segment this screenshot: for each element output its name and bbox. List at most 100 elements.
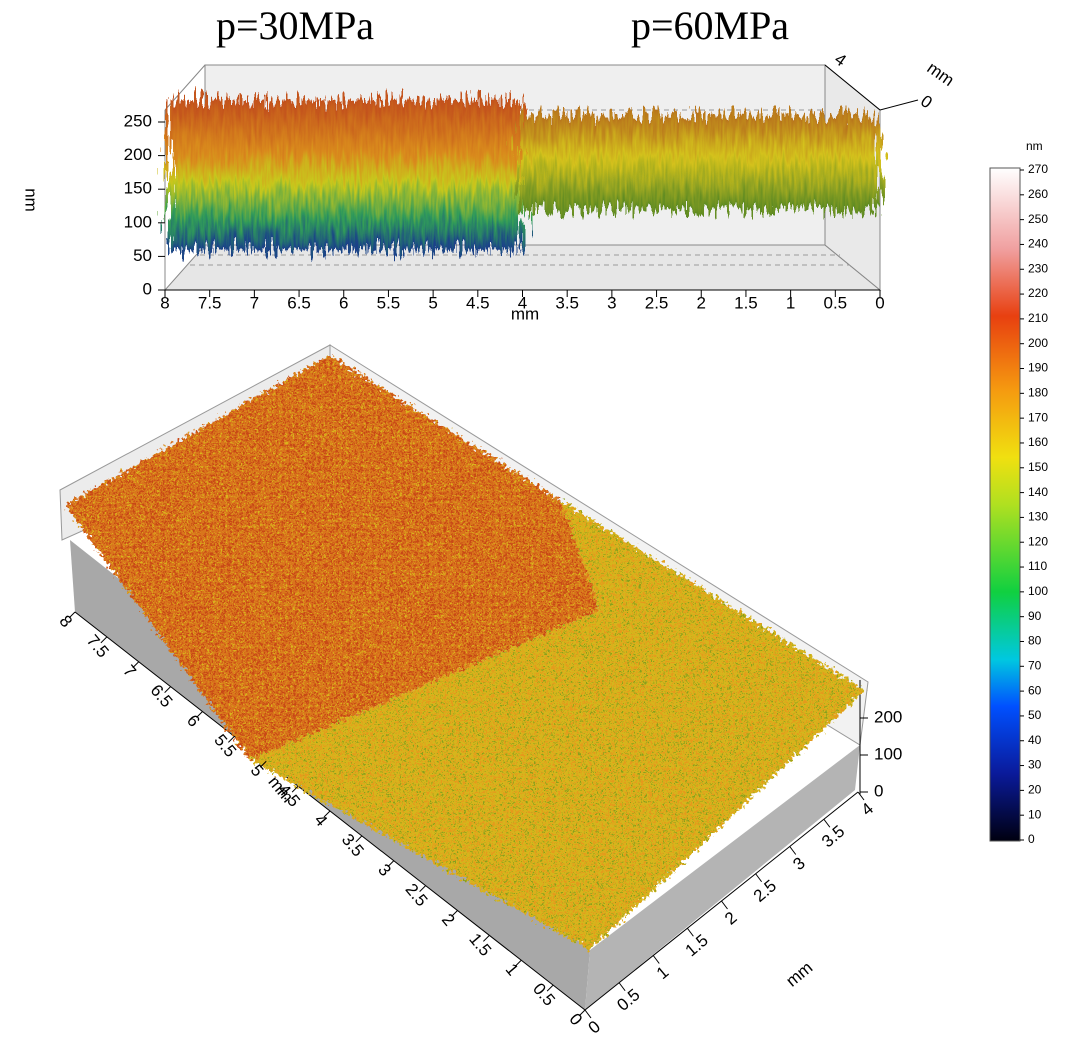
bottom-y-tick	[584, 1009, 592, 1019]
bottom-x-tick	[355, 835, 363, 843]
colorbar-label: 140	[1028, 485, 1048, 499]
top-y-label: 4	[831, 49, 850, 70]
top-z-label: nm	[22, 188, 41, 212]
colorbar-label: 150	[1028, 460, 1048, 474]
bottom-y-tick	[686, 927, 694, 937]
bottom-x-label: 5	[247, 761, 268, 780]
bottom-y-label: 0	[585, 1017, 604, 1038]
colorbar-label: 80	[1028, 634, 1042, 648]
top-x-label: 5	[428, 293, 437, 312]
top-x-label: 1.5	[734, 293, 758, 312]
bottom-y-label: mm	[782, 958, 816, 991]
top-x-label: 6.5	[287, 293, 311, 312]
bottom-x-tick	[291, 785, 299, 793]
colorbar-label: 170	[1028, 410, 1048, 424]
top-x-label: 3	[607, 293, 616, 312]
bottom-x-tick	[259, 760, 267, 768]
bottom-y-tick	[721, 900, 728, 910]
bottom-y-label: 1.5	[682, 931, 712, 961]
bottom-x-tick	[578, 1009, 586, 1017]
colorbar-label: 0	[1028, 832, 1035, 846]
colorbar-label: 240	[1028, 237, 1048, 251]
top-x-label: mm	[511, 304, 539, 323]
top-x-label: 7	[250, 293, 259, 312]
top-z-label: 250	[124, 111, 152, 130]
top-x-label: 4	[518, 293, 527, 312]
colorbar-label: 100	[1028, 584, 1048, 598]
bottom-x-tick	[451, 910, 458, 917]
top-y-label: 0	[917, 91, 936, 112]
top-z-label: 50	[133, 246, 152, 265]
bottom-x-tick	[228, 736, 235, 743]
colorbar-label: 70	[1028, 658, 1042, 672]
colorbar-label: 20	[1028, 783, 1042, 797]
bottom-z-label: 0	[874, 781, 883, 800]
bottom-y-tick	[652, 955, 660, 964]
bottom-x-tick	[323, 810, 331, 818]
top-x-label: 4.5	[466, 293, 490, 312]
top-x-label: 6	[339, 293, 348, 312]
bottom-y-label: 2.5	[750, 876, 780, 906]
colorbar-label: 10	[1028, 807, 1042, 821]
top-x-label: 5.5	[377, 293, 401, 312]
bottom-y-tick	[618, 982, 626, 992]
bottom-x-label: 2	[438, 910, 459, 929]
bottom-x-tick	[514, 959, 522, 967]
bottom-x-tick	[387, 860, 395, 868]
top-z-label: 200	[124, 145, 152, 164]
bottom-x-label: 7	[119, 661, 140, 680]
bottom-y-label: 4	[858, 799, 877, 820]
colorbar-label: 190	[1028, 361, 1048, 375]
colorbar-label: 130	[1028, 510, 1048, 524]
bottom-z-label: 100	[874, 744, 902, 763]
bottom-y-label: 3.5	[818, 822, 848, 852]
colorbar-label: 180	[1028, 386, 1048, 400]
bottom-x-tick	[546, 984, 554, 992]
colorbar-label: 210	[1028, 311, 1048, 325]
colorbar-label: 50	[1028, 708, 1042, 722]
bottom-x-tick	[419, 885, 426, 892]
colorbar-label: 260	[1028, 187, 1048, 201]
top-x-label: 8	[160, 293, 169, 312]
top-x-label: 2	[697, 293, 706, 312]
bottom-x-label: 4	[310, 811, 331, 830]
colorbar-label: 250	[1028, 212, 1048, 226]
top-x-label: 7.5	[198, 293, 222, 312]
bottom-x-tick	[164, 686, 171, 693]
top-z-label: 150	[124, 179, 152, 198]
top-z-label: 100	[124, 212, 152, 231]
colorbar-label: 200	[1028, 336, 1048, 350]
colorbar-label: 110	[1028, 559, 1047, 573]
bottom-y-tick	[789, 846, 797, 855]
bottom-z-label: 200	[874, 707, 902, 726]
bottom-surface	[65, 355, 865, 950]
colorbar-label: 40	[1028, 733, 1042, 747]
bottom-x-label: 3	[374, 860, 395, 879]
colorbar-label: 220	[1028, 286, 1048, 300]
top-x-label: 2.5	[645, 293, 669, 312]
top-x-label: 0.5	[823, 293, 847, 312]
bottom-y-tick	[857, 791, 865, 801]
bottom-x-label: 0	[565, 1010, 586, 1029]
bottom-x-tick	[68, 611, 76, 619]
top-x-label: 3.5	[555, 293, 579, 312]
bottom-y-label: 3	[789, 853, 808, 874]
top-z-label: 0	[143, 279, 152, 298]
bottom-x-tick	[100, 636, 108, 644]
top-surface	[168, 100, 880, 250]
colorbar-label: 30	[1028, 758, 1042, 772]
bottom-x-tick	[196, 711, 203, 718]
colorbar	[989, 167, 1021, 842]
bottom-y-label: 2	[721, 908, 740, 929]
colorbar-label: 160	[1028, 435, 1048, 449]
top-x-label: 0	[875, 293, 884, 312]
colorbar-unit: nm	[1026, 139, 1043, 153]
bottom-y-tick	[823, 818, 831, 828]
top-x-label: 1	[786, 293, 795, 312]
colorbar-label: 120	[1028, 534, 1048, 548]
bottom-x-tick	[132, 661, 140, 669]
colorbar-label: 90	[1028, 609, 1042, 623]
colorbar-label: 270	[1028, 162, 1048, 176]
bottom-y-tick	[755, 873, 763, 883]
top-y-label: mm	[924, 58, 958, 90]
